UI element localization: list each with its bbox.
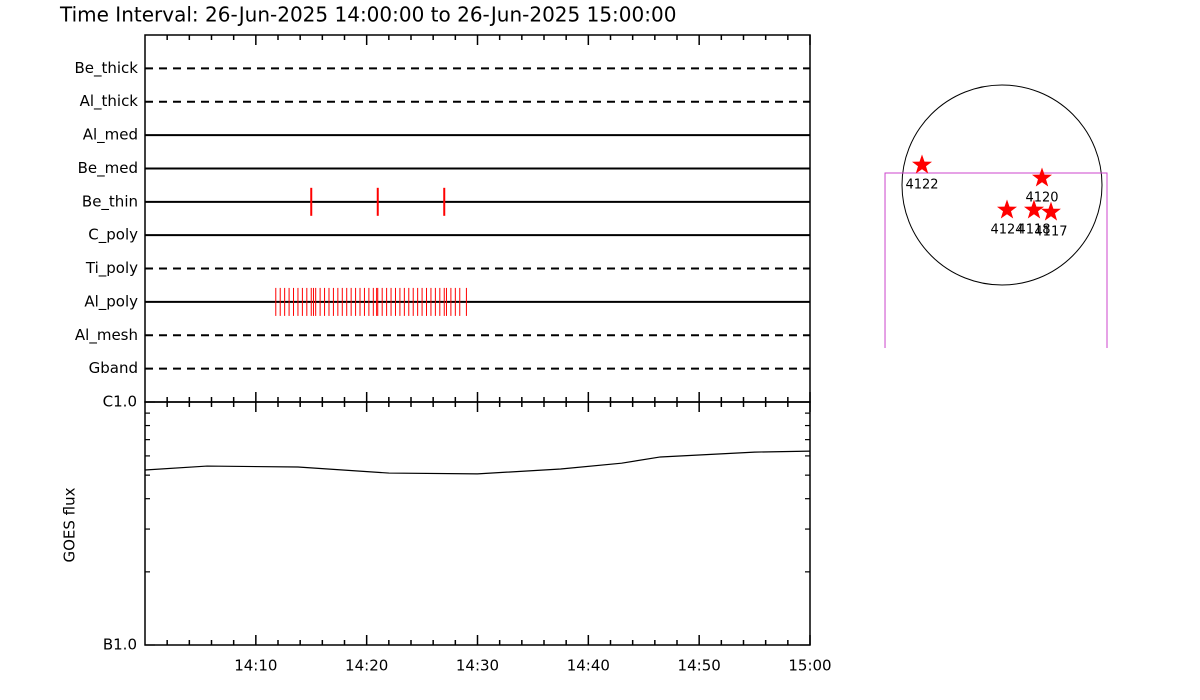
row-label: C_poly — [88, 226, 138, 245]
row-label: Al_mesh — [75, 326, 138, 345]
row-label: Gband — [89, 359, 138, 377]
region-star — [1041, 201, 1061, 221]
y-axis-label: GOES flux — [61, 487, 79, 562]
row-label: Be_thick — [74, 59, 138, 78]
region-label: 4120 — [1025, 191, 1058, 206]
row-label: Al_med — [83, 126, 138, 145]
region-label: 4118 — [1017, 223, 1050, 238]
row-label: Ti_poly — [85, 259, 138, 278]
x-tick-label: 14:10 — [234, 657, 277, 675]
x-tick-label: 15:00 — [788, 657, 831, 675]
row-label: Be_thin — [82, 192, 138, 211]
title: Time Interval: 26-Jun-2025 14:00:00 to 2… — [59, 3, 676, 27]
region-star — [997, 199, 1017, 219]
x-tick-label: 14:50 — [678, 657, 721, 675]
y-tick-label: C1.0 — [103, 393, 137, 411]
region-label: 4117 — [1034, 225, 1067, 240]
x-tick-label: 14:30 — [456, 657, 499, 675]
y-tick-label: B1.0 — [103, 636, 137, 654]
region-label: 4124 — [990, 223, 1023, 238]
x-tick-label: 14:20 — [345, 657, 388, 675]
row-label: Al_thick — [80, 92, 139, 111]
row-label: Be_med — [78, 159, 138, 178]
goes-curve — [144, 450, 811, 475]
region-label: 4122 — [905, 178, 938, 193]
fov — [884, 172, 1108, 349]
sun-disk — [901, 84, 1103, 286]
region-star — [1024, 199, 1044, 219]
x-tick-label: 14:40 — [567, 657, 610, 675]
region-star — [1032, 167, 1052, 187]
region-star — [912, 154, 932, 174]
row-label: Al_poly — [84, 292, 138, 311]
